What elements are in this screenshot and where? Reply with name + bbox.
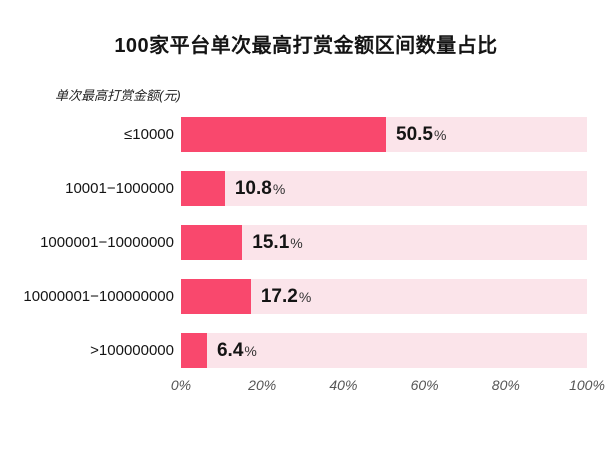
bar-row: >100000000 6.4%: [0, 333, 587, 368]
value-number: 10.8: [234, 178, 272, 199]
category-label: ≤10000: [124, 126, 174, 143]
x-axis-tick: 20%: [248, 377, 277, 393]
value-number: 15.1: [252, 232, 290, 253]
value-percent-sign: %: [434, 127, 447, 143]
bar-track: 17.2%: [181, 279, 587, 314]
bar-track: 50.5%: [181, 117, 587, 152]
x-axis-tick: 40%: [329, 377, 358, 393]
x-axis-tick: 80%: [491, 377, 520, 393]
bar-row: ≤10000 50.5%: [0, 117, 587, 152]
value-label: 10.8%: [235, 171, 285, 206]
x-axis-tick: 60%: [410, 377, 439, 393]
chart-title: 100家平台单次最高打赏金额区间数量占比: [114, 35, 498, 57]
value-percent-sign: %: [290, 235, 303, 251]
category-label: 10000001−100000000: [23, 288, 174, 305]
category-label: >100000000: [90, 342, 174, 359]
bar-fill: [181, 333, 207, 368]
bar-row: 10001−1000000 10.8%: [0, 171, 587, 206]
bar-fill: [181, 279, 251, 314]
bar-row: 10000001−100000000 17.2%: [0, 279, 587, 314]
bar-track: 6.4%: [181, 333, 587, 368]
value-number: 17.2: [260, 286, 298, 307]
bar-track: 15.1%: [181, 225, 587, 260]
bar-fill: [181, 225, 243, 260]
bar-fill: [181, 171, 225, 206]
bar-track: 10.8%: [181, 171, 587, 206]
value-label: 6.4%: [217, 333, 257, 368]
value-number: 50.5: [396, 124, 433, 145]
category-label: 10001−1000000: [65, 180, 174, 197]
bar-rows: ≤10000 50.5% 10001−1000000 10.8% 1000001−100…: [0, 117, 587, 387]
x-axis-tick: 100%: [569, 377, 605, 393]
value-percent-sign: %: [244, 343, 257, 359]
x-axis: 0% 20% 40% 60% 80% 100%: [171, 377, 605, 395]
x-axis-tick: 0%: [170, 377, 192, 393]
value-percent-sign: %: [298, 289, 312, 305]
category-label: 1000001−10000000: [40, 234, 174, 251]
bar-fill: [181, 117, 387, 152]
value-percent-sign: %: [272, 181, 286, 197]
value-label: 50.5%: [396, 117, 446, 152]
category-axis-title: 单次最高打赏金额(元): [55, 88, 181, 103]
bar-row: 1000001−10000000 15.1%: [0, 225, 587, 260]
value-number: 6.4: [216, 340, 244, 361]
value-label: 17.2%: [261, 279, 311, 314]
value-label: 15.1%: [252, 225, 302, 260]
